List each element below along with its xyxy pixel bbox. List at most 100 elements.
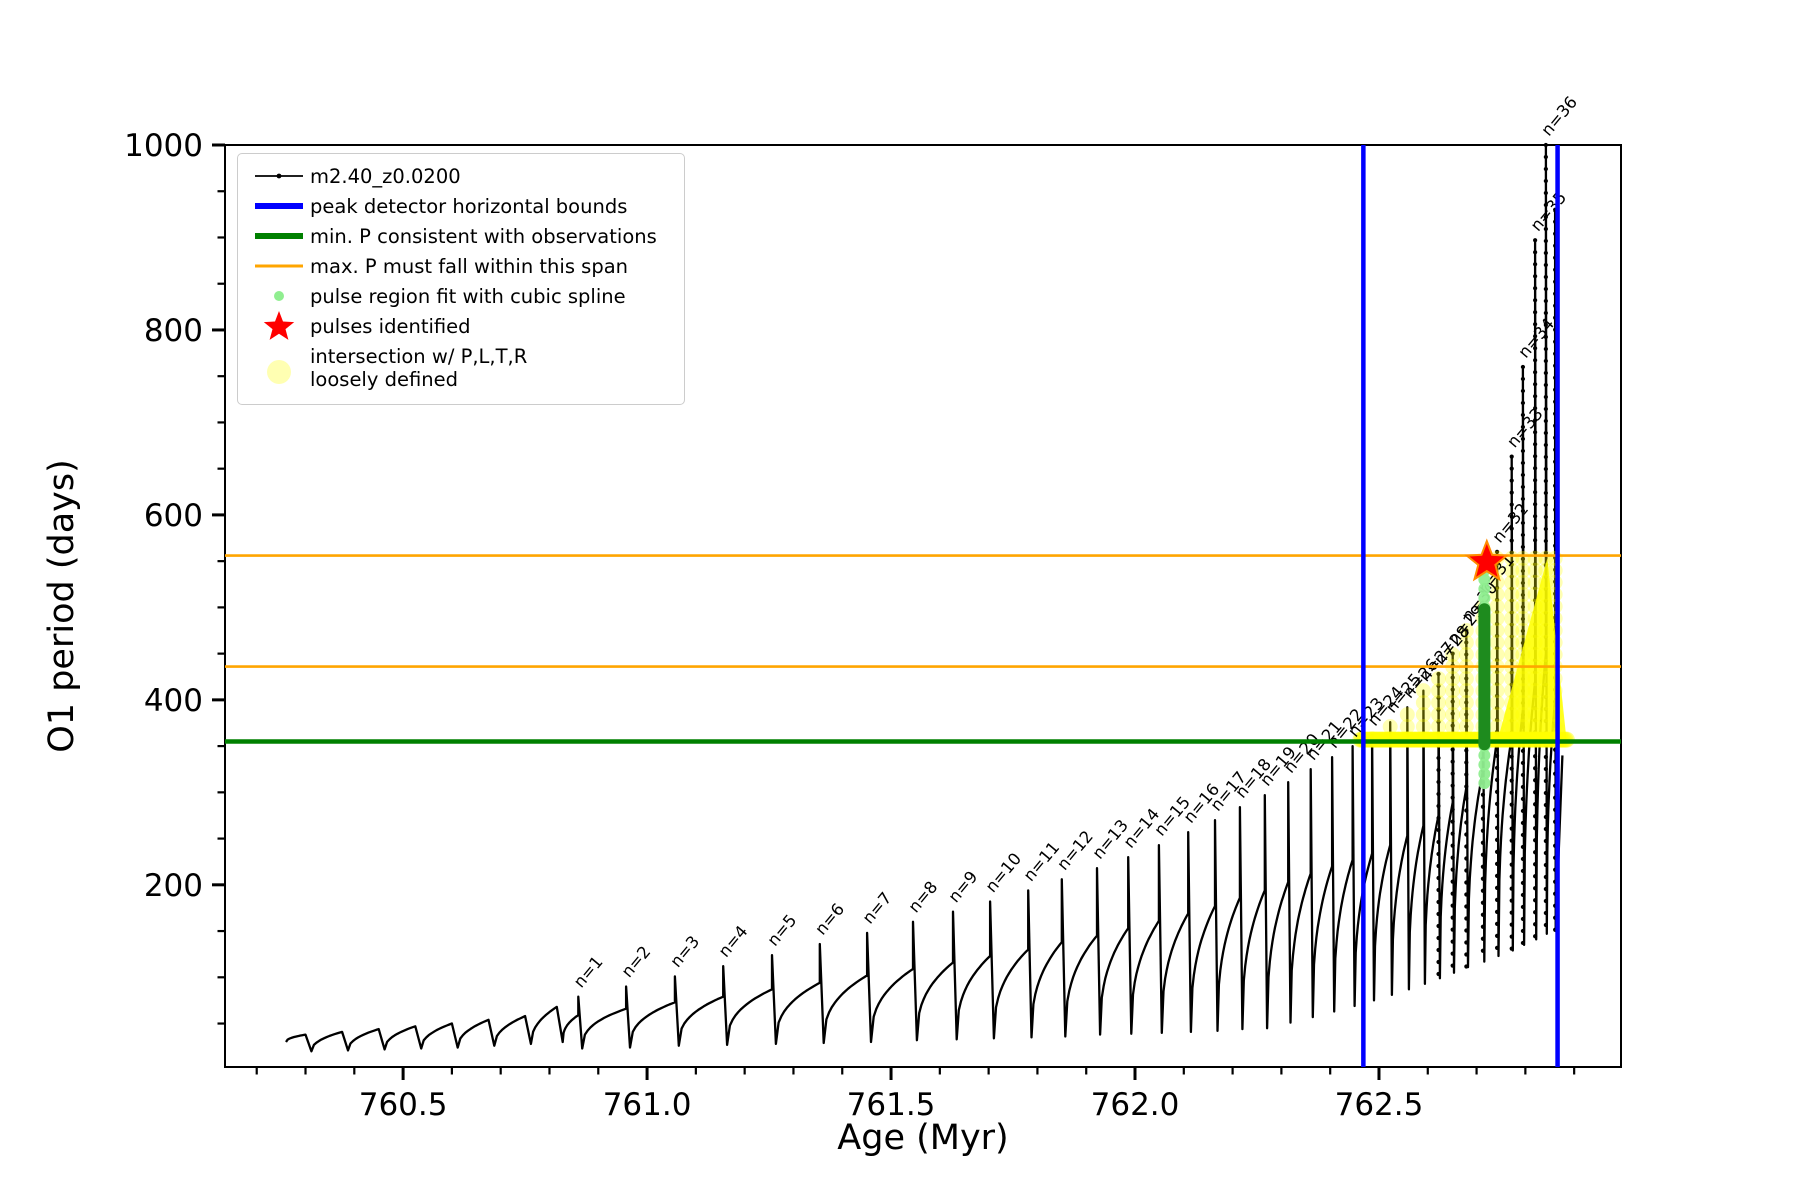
spike-marker-dot [1520, 424, 1526, 430]
spike-marker-dot [1436, 875, 1441, 881]
spike-marker-dot [1520, 904, 1526, 910]
spike-marker-dot [1494, 609, 1500, 615]
spike-marker-dot [1520, 760, 1526, 766]
legend-item-spline: pulse region fit with cubic spline [248, 281, 672, 311]
pulse-label: n=9 [945, 867, 982, 906]
spike-marker-dot [1450, 735, 1455, 740]
spike-marker-dot [1533, 778, 1538, 783]
spike-marker-dot [1543, 238, 1548, 244]
spike-marker-dot [1436, 959, 1441, 965]
spike-marker-dot [1464, 844, 1469, 849]
spline-dot [1478, 582, 1491, 595]
spike-marker-dot [1436, 899, 1441, 905]
spike-marker-dot [1520, 448, 1526, 454]
spike-marker-dot [1543, 742, 1548, 748]
spike-marker-dot [1494, 861, 1500, 867]
spike-marker-dot [1436, 815, 1441, 821]
spike-marker-dot [1543, 394, 1548, 400]
intersection-dot [1445, 683, 1461, 699]
spike-marker-dot [1436, 719, 1441, 725]
spike-marker-dot [1509, 814, 1514, 819]
spike-marker-dot [1520, 412, 1526, 418]
spike-marker-dot [1543, 922, 1548, 928]
spike-marker-dot [1520, 916, 1526, 922]
spike-marker-dot [1533, 322, 1538, 327]
spike-marker-dot [1464, 700, 1469, 705]
spike-marker-dot [1464, 904, 1469, 909]
spike-marker-dot [1494, 837, 1500, 843]
spike-marker-dot [1509, 610, 1514, 615]
spike-marker-dot [1520, 772, 1526, 778]
spike-marker-dot [1543, 382, 1548, 388]
intersection-dot [1431, 683, 1447, 699]
intersection-dot [1504, 586, 1520, 602]
intersection-dot [1399, 707, 1415, 723]
spline-dot [1478, 749, 1491, 762]
spike-marker-dot [1464, 880, 1469, 885]
intersection-dot [1489, 671, 1505, 687]
spike-marker-dot [1450, 855, 1455, 860]
spike-marker-dot [1450, 651, 1455, 656]
pulse-label: n=2 [618, 942, 655, 981]
y-tick-label: 1000 [124, 128, 203, 164]
intersection-dot [1527, 562, 1543, 578]
spike-marker-dot [1494, 597, 1500, 603]
legend-item-peak-bounds: peak detector horizontal bounds [248, 191, 672, 221]
green-line-sample-icon [248, 226, 310, 246]
legend-label: pulse region fit with cubic spline [310, 284, 626, 308]
spike-marker-dot [1543, 430, 1548, 436]
legend-item-intersection: intersection w/ P,L,T,R loosely defined [248, 341, 672, 395]
spike-marker-dot [1533, 310, 1538, 315]
spike-marker-dot [1533, 262, 1538, 267]
spike-marker-dot [1543, 274, 1548, 280]
spike-marker-dot [1494, 933, 1500, 939]
spike-marker-dot [1543, 406, 1548, 412]
red-star-icon [248, 306, 310, 346]
spike-marker-dot [1520, 784, 1526, 790]
spike-marker-dot [1533, 886, 1538, 891]
intersection-dot [1458, 695, 1474, 711]
spike-marker-dot [1520, 460, 1526, 466]
spike-marker-dot [1509, 478, 1514, 483]
intersection-dot [1415, 707, 1431, 723]
spline-dot [1478, 777, 1491, 790]
spike-marker-dot [1509, 910, 1514, 915]
spike-marker-dot [1450, 699, 1455, 704]
plot-frame [224, 144, 1622, 1068]
spike-marker-dot [1450, 687, 1455, 692]
spike-marker-dot [1543, 190, 1548, 196]
spike-marker-dot [1543, 778, 1548, 784]
spike-marker-dot [1480, 912, 1486, 917]
spike-marker-dot [1464, 868, 1469, 873]
intersection-dot [1489, 647, 1505, 663]
spike-marker-dot [1450, 771, 1455, 776]
spike-marker-dot [1464, 808, 1469, 813]
spike-marker-dot [1533, 490, 1538, 495]
pulse-label: n=1 [570, 952, 607, 991]
spike-marker-dot [1436, 971, 1441, 977]
spike-marker-dot [1543, 262, 1548, 268]
spike-marker-dot [1436, 779, 1441, 785]
spike-marker-dot [1509, 790, 1514, 795]
spike-marker-dot [1520, 436, 1526, 442]
spike-marker-dot [1464, 856, 1469, 861]
spike-marker-dot [1436, 707, 1441, 713]
spike-marker-dot [1464, 628, 1469, 633]
intersection-dot [1415, 719, 1431, 735]
spike-marker-dot [1464, 964, 1469, 969]
blue-line-sample-icon [248, 196, 310, 216]
spike-marker-dot [1464, 676, 1469, 681]
spike-marker-dot [1520, 484, 1526, 490]
spike-marker-dot [1436, 839, 1441, 845]
x-tick-label: 761.5 [847, 1087, 936, 1123]
spike-marker-dot [1494, 729, 1500, 735]
spike-marker-dot [1520, 376, 1526, 382]
spike-marker-dot [1533, 346, 1538, 351]
spike-marker-dot [1543, 826, 1548, 832]
spike-marker-dot [1533, 430, 1538, 435]
spike-marker-dot [1520, 544, 1526, 550]
spike-marker-dot [1533, 898, 1538, 903]
spike-marker-dot [1520, 496, 1526, 502]
spike-marker-dot [1543, 298, 1548, 304]
